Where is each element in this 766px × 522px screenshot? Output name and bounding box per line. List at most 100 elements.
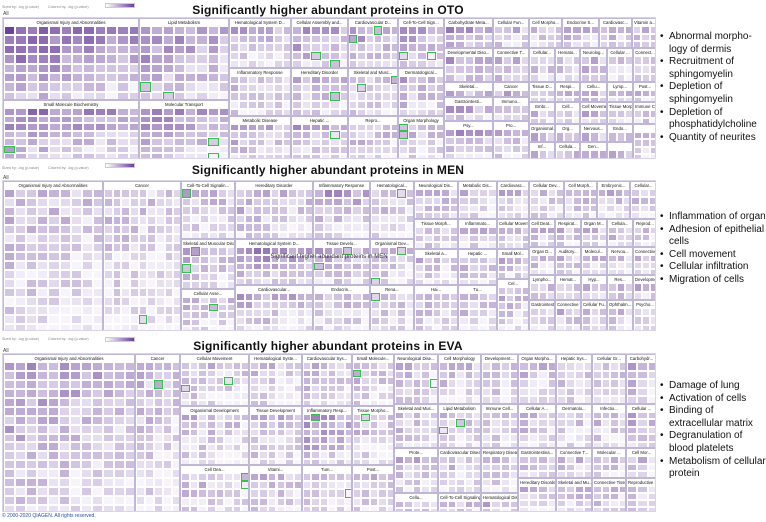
treemap-cell[interactable] [625,117,632,123]
treemap-cell[interactable] [189,481,199,490]
treemap-cell[interactable] [468,264,479,272]
treemap-cell[interactable] [247,60,257,67]
treemap-cell[interactable] [267,428,277,437]
treemap-cell[interactable] [514,234,522,243]
treemap-cell[interactable] [406,231,413,238]
treemap-cell[interactable] [103,487,114,497]
treemap-cell[interactable] [81,451,92,461]
treemap-cell[interactable] [494,41,503,47]
treemap-cell[interactable] [70,469,81,479]
treemap-cell[interactable] [484,33,492,42]
treemap-cell[interactable] [114,478,125,488]
treemap-cell[interactable] [49,108,61,116]
treemap-cell[interactable] [60,153,72,158]
treemap-cell[interactable] [128,138,138,146]
treemap-cell[interactable] [521,26,528,34]
treemap-cell[interactable] [500,426,510,435]
treemap-cell[interactable] [292,51,302,61]
treemap-cell[interactable] [519,486,529,493]
treemap-cell[interactable] [283,100,290,109]
treemap-cell[interactable] [218,138,228,146]
treemap-cell[interactable] [218,206,227,215]
treemap-cell[interactable] [598,189,607,197]
treemap-cell[interactable] [15,145,27,154]
treemap-cell[interactable] [26,207,38,216]
category-tile[interactable]: Molecular ... [592,448,626,478]
treemap-cell[interactable] [130,279,139,288]
treemap-cell[interactable] [218,231,227,238]
treemap-cell[interactable] [38,82,50,92]
treemap-cell[interactable] [189,443,199,452]
treemap-cell[interactable] [382,100,391,109]
treemap-cell[interactable] [572,41,582,47]
treemap-cell[interactable] [547,110,554,118]
treemap-cell[interactable] [371,197,380,206]
treemap-cell[interactable] [415,293,424,301]
treemap-cell[interactable] [361,428,370,437]
treemap-cell[interactable] [314,262,324,271]
treemap-cell[interactable] [128,54,138,64]
treemap-cell[interactable] [156,261,165,270]
treemap-cell[interactable] [642,234,650,241]
treemap-cell[interactable] [378,384,387,392]
treemap-cell[interactable] [631,212,640,218]
treemap-cell[interactable] [154,362,163,371]
treemap-cell[interactable] [81,379,92,389]
treemap-cell[interactable] [265,43,275,52]
treemap-cell[interactable] [528,441,538,447]
category-tile[interactable]: Hematological Syste... [249,354,302,406]
treemap-cell[interactable] [48,460,59,470]
treemap-cell[interactable] [608,74,617,81]
treemap-cell[interactable] [464,471,474,479]
treemap-cell[interactable] [253,301,262,309]
treemap-cell[interactable] [130,306,139,315]
treemap-cell[interactable] [49,44,61,55]
treemap-cell[interactable] [37,505,48,511]
treemap-cell[interactable] [112,243,122,252]
treemap-cell[interactable] [196,54,208,64]
treemap-cell[interactable] [70,505,81,511]
treemap-cell[interactable] [72,63,84,73]
treemap-cell[interactable] [140,54,152,64]
treemap-cell[interactable] [279,301,288,309]
treemap-cell[interactable] [386,399,393,405]
treemap-cell[interactable] [227,247,234,256]
treemap-cell[interactable] [147,189,156,198]
treemap-cell[interactable] [173,35,185,45]
treemap-cell[interactable] [566,500,575,507]
treemap-cell[interactable] [482,463,492,472]
treemap-cell[interactable] [538,486,548,493]
treemap-cell[interactable] [215,436,225,444]
treemap-cell[interactable] [352,206,362,215]
treemap-cell[interactable] [575,493,584,500]
treemap-cell[interactable] [379,189,389,198]
treemap-cell[interactable] [256,131,266,139]
treemap-cell[interactable] [163,362,172,371]
treemap-cell[interactable] [473,362,480,371]
treemap-cell[interactable] [181,451,190,459]
treemap-cell[interactable] [276,421,286,429]
treemap-cell[interactable] [103,362,114,371]
treemap-cell[interactable] [333,278,343,284]
treemap-cell[interactable] [593,419,602,427]
treemap-cell[interactable] [136,379,145,389]
treemap-cell[interactable] [386,497,393,506]
treemap-cell[interactable] [125,451,134,461]
treemap-cell[interactable] [582,241,591,246]
treemap-cell[interactable] [83,91,95,99]
category-tile[interactable]: Cellular ... [607,48,633,82]
treemap-cell[interactable] [103,496,114,506]
treemap-cell[interactable] [189,428,199,437]
treemap-cell[interactable] [430,362,437,371]
treemap-cell[interactable] [15,108,27,116]
category-tile[interactable]: Connective T... [555,300,581,330]
treemap-cell[interactable] [163,388,172,398]
treemap-cell[interactable] [406,247,413,255]
treemap-cell[interactable] [353,399,362,405]
treemap-cell[interactable] [236,262,245,271]
treemap-cell[interactable] [48,442,59,452]
treemap-cell[interactable] [637,441,648,447]
treemap-cell[interactable] [642,292,650,299]
treemap-cell[interactable] [294,451,301,459]
treemap-cell[interactable] [200,255,209,265]
